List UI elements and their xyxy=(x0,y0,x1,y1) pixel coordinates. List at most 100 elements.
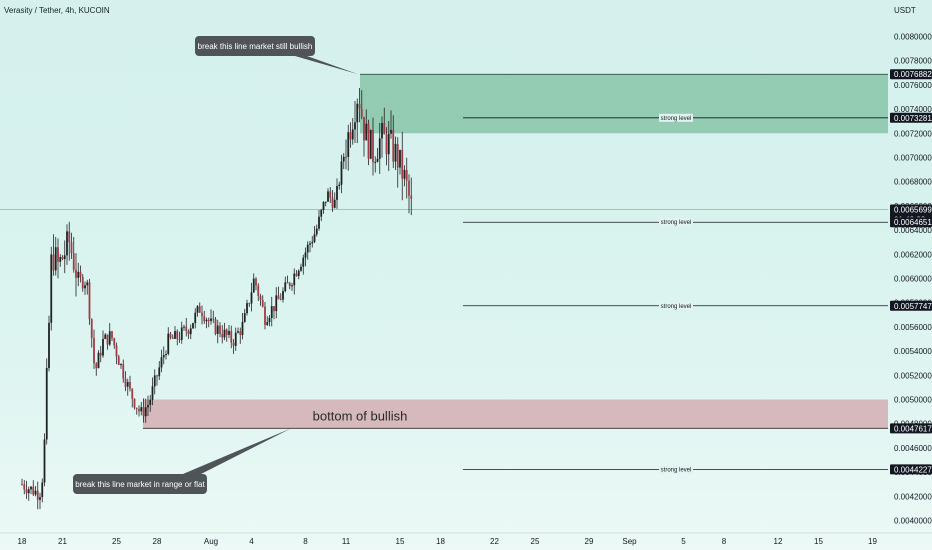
x-tick-label: 21 xyxy=(58,537,67,546)
candle-body xyxy=(396,143,399,168)
candle-body xyxy=(268,317,271,323)
candle-body xyxy=(360,108,363,118)
callout-text-top: break this line market still bullish xyxy=(198,42,313,51)
candle-body xyxy=(138,408,140,412)
candle-body xyxy=(374,161,377,163)
candle-body xyxy=(120,364,122,366)
strong-level-label: strong level xyxy=(661,304,692,310)
candle-body xyxy=(124,378,127,387)
candle-body xyxy=(338,184,341,187)
candle-body xyxy=(97,352,100,369)
candle-body xyxy=(77,271,80,278)
candle-body xyxy=(48,322,50,369)
candle-body xyxy=(225,329,228,335)
candle-body xyxy=(115,345,118,357)
candle-body xyxy=(178,338,181,340)
candle-body xyxy=(237,331,239,333)
candle-body xyxy=(43,439,46,483)
candle-body xyxy=(45,368,48,440)
candle-body xyxy=(63,255,66,260)
candle-body xyxy=(322,201,325,210)
callout-text-bottom: break this line market in range or flat xyxy=(75,480,205,489)
candle-body xyxy=(131,388,134,399)
candle-body xyxy=(207,319,210,322)
candle-body xyxy=(117,356,120,365)
candle-body xyxy=(106,334,109,345)
strong-level-label-bg xyxy=(659,218,693,227)
candle-body xyxy=(214,319,217,334)
candle-body xyxy=(239,331,242,335)
candle-body xyxy=(34,490,37,495)
candle-body xyxy=(66,231,68,256)
x-tick-label: 19 xyxy=(868,537,877,546)
candle-body xyxy=(279,299,282,301)
candle-body xyxy=(277,295,280,300)
candle-body xyxy=(259,295,262,301)
candle-body xyxy=(41,482,44,498)
candle-body xyxy=(372,129,374,163)
candle-body xyxy=(255,278,257,286)
candle-body xyxy=(93,338,95,364)
candle-body xyxy=(331,197,334,208)
candle-body xyxy=(327,191,329,202)
strong-level-label-bg xyxy=(659,113,693,122)
callout-box-bottom[interactable] xyxy=(73,474,207,494)
x-tick-label: 12 xyxy=(774,537,783,546)
x-tick-label: 22 xyxy=(490,537,499,546)
candle-body xyxy=(399,149,401,168)
candle-body xyxy=(88,282,91,320)
candle-body xyxy=(246,303,248,314)
candle-body xyxy=(140,407,143,412)
chart-title: Verasity / Tether, 4h, KUCOIN xyxy=(4,6,110,15)
candle-body xyxy=(241,321,244,335)
candle-body xyxy=(223,329,226,338)
candle-body xyxy=(358,103,361,109)
candle-body xyxy=(228,331,230,335)
candle-body xyxy=(401,149,404,179)
candle-body xyxy=(126,381,129,387)
candle-body xyxy=(300,266,302,271)
candle-body xyxy=(351,129,354,140)
candle-body xyxy=(329,191,332,198)
strong-level-label: strong level xyxy=(661,467,692,473)
candle-body xyxy=(54,247,57,271)
candle-body xyxy=(354,122,356,130)
candle-body xyxy=(342,156,345,162)
candle-body xyxy=(315,228,318,235)
candle-body xyxy=(365,123,368,141)
candle-body xyxy=(320,209,323,217)
candle-body xyxy=(275,295,278,312)
candle-body xyxy=(198,306,201,313)
candle-body xyxy=(113,338,116,346)
candle-body xyxy=(387,133,390,155)
candle-body xyxy=(104,334,107,339)
candle-body xyxy=(59,257,62,262)
candle-body xyxy=(313,234,316,243)
candle-body xyxy=(167,333,170,355)
candle-body xyxy=(295,273,298,276)
candle-body xyxy=(169,333,172,338)
level-price-badge-label: 0.00442277 xyxy=(894,465,932,474)
x-tick-label: 15 xyxy=(814,537,823,546)
candle-body xyxy=(304,252,307,258)
candle-body xyxy=(378,138,381,159)
candle-body xyxy=(111,331,113,339)
candle-body xyxy=(99,352,102,356)
candle-body xyxy=(257,285,260,296)
candle-body xyxy=(160,357,163,368)
callout-box-top[interactable] xyxy=(195,36,315,56)
candle-body xyxy=(282,290,284,300)
candle-body xyxy=(176,331,179,339)
zone-label: bottom of bullish xyxy=(313,409,408,424)
candle-body xyxy=(135,407,138,409)
candle-body xyxy=(311,242,314,244)
strong-level-label: strong level xyxy=(661,116,692,122)
candle-body xyxy=(248,303,251,305)
